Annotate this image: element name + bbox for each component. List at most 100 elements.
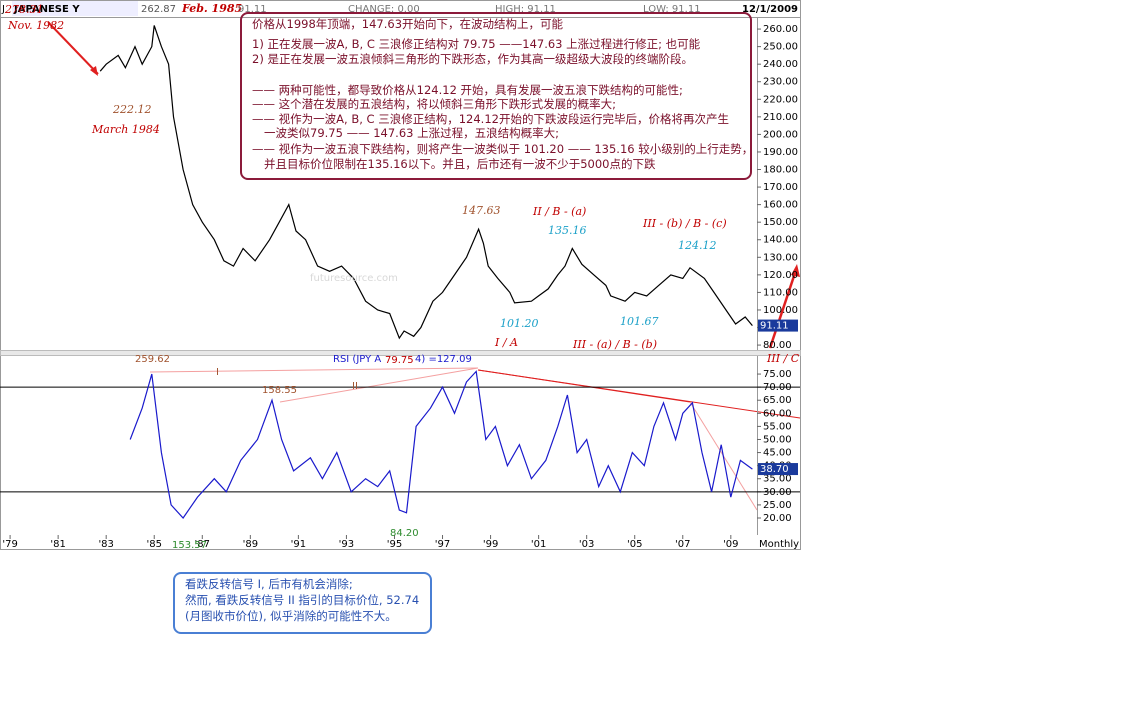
y-tick-label: 20.00 [763, 513, 792, 524]
last-value-label: 91.11 [760, 321, 789, 332]
annotation: III - (a) / B - (b) [572, 338, 657, 351]
note-box: 价格从1998年顶端，147.63开始向下，在波动结构上，可能 1) 正在发展一波… [240, 12, 754, 180]
x-tick-label: '83 [98, 539, 113, 550]
y-tick-label: 190.00 [763, 147, 798, 158]
header-text: J [1, 4, 5, 15]
y-tick-label: 35.00 [763, 474, 792, 485]
header-text: JAPANESE Y [13, 4, 80, 15]
annotation: III / C [766, 352, 800, 365]
annotation: I / A [494, 336, 518, 349]
y-tick-label: 45.00 [763, 448, 792, 459]
header-text: 12/1/2009 [742, 4, 798, 15]
annotation: 259.62 [135, 354, 170, 365]
y-tick-label: 140.00 [763, 235, 798, 246]
chart-frame [0, 0, 801, 550]
annotation: 101.20 [500, 317, 539, 330]
x-axis-label: Monthly [759, 539, 799, 550]
note-box: 看跌反转信号 I, 后市有机会消除; 然而, 看跌反转信号 II 指引的目标价位,… [173, 572, 432, 634]
arrow [47, 21, 99, 75]
header-text: LOW: 91.11 [643, 4, 701, 15]
y-tick-label: 50.00 [763, 434, 792, 445]
x-tick-label: '99 [483, 539, 498, 550]
y-tick-label: 240.00 [763, 59, 798, 70]
trend-line [149, 367, 479, 373]
annotation: 222.12 [112, 103, 152, 116]
y-tick-label: 60.00 [763, 408, 792, 419]
x-tick-label: '87 [195, 539, 210, 550]
y-tick-label: 220.00 [763, 94, 798, 105]
annotation: II / B - (a) [532, 205, 586, 218]
y-tick-label: 180.00 [763, 165, 798, 176]
annotation: Nov. 1982 [7, 19, 64, 32]
annotation: 79.75 [385, 355, 414, 366]
y-tick-label: 110.00 [763, 287, 798, 298]
y-tick-label: 100.00 [763, 305, 798, 316]
y-tick-label: 25.00 [763, 500, 792, 511]
header-text: CHANGE: 0.00 [348, 4, 420, 15]
x-tick-label: '97 [435, 539, 450, 550]
annotation: 147.63 [462, 204, 501, 217]
annotation: 4) =127.09 [415, 354, 472, 365]
data-line [99, 25, 753, 340]
annotation: futuresource.com [310, 273, 398, 284]
note-line: 1) 正在发展一波A, B, C 三浪修正结构对 79.75 ——147.63 … [252, 37, 701, 51]
x-tick-label: '07 [675, 539, 690, 550]
panel-divider [0, 350, 801, 356]
data-line [129, 370, 753, 519]
last-value-box [758, 463, 798, 476]
annotation: 124.12 [678, 239, 717, 252]
y-tick-label: 80.00 [763, 340, 792, 351]
x-tick-label: '89 [243, 539, 258, 550]
note-line: (月图收市价位), 似乎消除的可能性不大。 [185, 609, 397, 623]
last-value-label: 38.70 [760, 464, 789, 475]
y-tick-label: 250.00 [763, 42, 798, 53]
arrow [768, 269, 798, 349]
note-line: 然而, 看跌反转信号 II 指引的目标价位, 52.74 [185, 593, 420, 607]
note-line: —— 视作为一波五浪下跌结构，则将产生一波类似于 101.20 —— 135.1… [252, 142, 754, 156]
y-tick-label: 200.00 [763, 129, 798, 140]
header-text: 262.87 [141, 4, 176, 15]
annotation: 153.57 [172, 540, 207, 551]
annotation: II [352, 381, 358, 392]
y-tick-label: 65.00 [763, 395, 792, 406]
y-tick-label: 260.00 [763, 24, 798, 35]
y-tick-label: 55.00 [763, 421, 792, 432]
y-tick-label: 160.00 [763, 200, 798, 211]
arrow-head [90, 66, 98, 76]
annotation: III - (b) / B - (c) [642, 217, 727, 230]
x-tick-label: '91 [291, 539, 306, 550]
y-tick-label: 120.00 [763, 270, 798, 281]
annotation: RSI (JPY A [333, 354, 381, 365]
annotation: I [216, 367, 219, 378]
note-line: 一波类似79.75 —— 147.63 上涨过程，五浪结构概率大; [264, 126, 559, 140]
y-tick-label: 210.00 [763, 112, 798, 123]
note-line: —— 这个潜在发展的五浪结构，将以倾斜三角形下跌形式发展的概率大; [252, 97, 617, 111]
header-text: HIGH: 91.11 [495, 4, 556, 15]
note-line: 价格从1998年顶端，147.63开始向下，在波动结构上，可能 [252, 17, 564, 31]
annotation: 84.20 [390, 528, 419, 539]
annotation: 158.55 [262, 385, 297, 396]
note-line: 并且目标价位限制在135.16以下。并且，后市还有一波不少于5000点的下跌 [264, 157, 656, 171]
annotation: 101.67 [620, 315, 659, 328]
x-tick-label: '03 [579, 539, 594, 550]
arrow-head [791, 264, 800, 277]
note-line: —— 视作为一波A, B, C 三浪修正结构，124.12开始的下跌波段运行完毕… [252, 112, 729, 126]
y-tick-label: 150.00 [763, 217, 798, 228]
x-tick-label: '95 [387, 539, 402, 550]
note-line: 2) 是正在发展一波五浪倾斜三角形的下跌形态，作为其高一级超级大波段的终端阶段。 [252, 52, 693, 66]
annotation: March 1984 [91, 123, 160, 136]
x-tick-label: '79 [2, 539, 17, 550]
note-line: —— 两种可能性，都导致价格从124.12 开始，具有发展一波五浪下跌结构的可能… [252, 83, 683, 97]
x-tick-label: '05 [627, 539, 642, 550]
x-tick-label: '85 [146, 539, 161, 550]
annotation: 135.16 [548, 224, 587, 237]
annotation: 278.31 [4, 3, 44, 16]
header-text: 91.11 [238, 4, 267, 15]
x-tick-label: '01 [531, 539, 546, 550]
x-tick-label: '93 [339, 539, 354, 550]
y-tick-label: 75.00 [763, 369, 792, 380]
trend-line [279, 367, 479, 403]
last-value-box [758, 319, 798, 332]
